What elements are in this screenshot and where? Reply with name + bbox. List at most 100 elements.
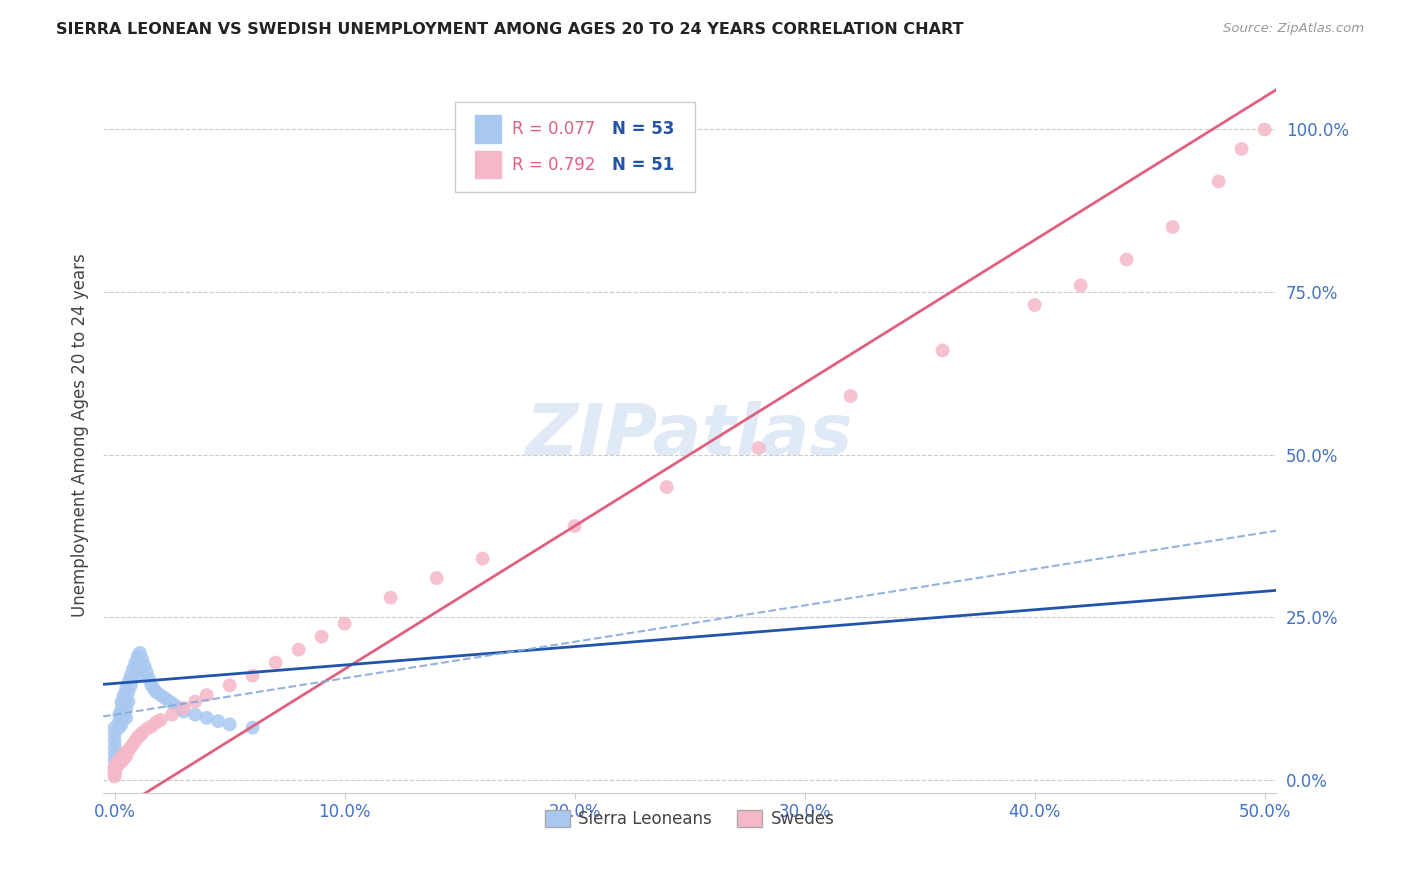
Point <box>104 759 127 773</box>
Point <box>110 695 132 709</box>
Point <box>184 707 207 722</box>
Point <box>1208 174 1230 188</box>
Point <box>110 701 132 715</box>
Point <box>141 719 163 733</box>
Point <box>195 688 218 702</box>
Point <box>108 707 131 722</box>
Point <box>112 752 135 766</box>
Point <box>167 701 190 715</box>
Point <box>333 616 356 631</box>
Point <box>122 672 145 686</box>
Point <box>105 759 128 773</box>
Point <box>131 726 153 740</box>
Point <box>105 756 128 771</box>
Point <box>287 642 309 657</box>
Point <box>218 717 240 731</box>
Point <box>112 688 135 702</box>
Point <box>120 668 142 682</box>
Point <box>159 695 181 709</box>
Bar <box>475 115 501 143</box>
Point <box>104 767 127 781</box>
Point <box>108 756 131 771</box>
Point <box>110 755 132 769</box>
Point <box>129 728 152 742</box>
Point <box>104 766 127 780</box>
Point <box>471 551 494 566</box>
Point <box>173 701 195 715</box>
Point <box>115 701 138 715</box>
Point <box>104 753 127 767</box>
Point <box>1230 142 1253 156</box>
Point <box>839 389 862 403</box>
Point <box>207 714 229 728</box>
Point <box>195 711 218 725</box>
Point <box>748 441 770 455</box>
Text: N = 53: N = 53 <box>612 120 675 138</box>
Point <box>110 717 132 731</box>
Point <box>127 668 149 682</box>
Point <box>264 656 287 670</box>
Point <box>112 707 135 722</box>
Point <box>108 753 131 767</box>
Point <box>311 630 333 644</box>
Point <box>1161 219 1184 234</box>
Point <box>134 658 156 673</box>
Point <box>145 685 167 699</box>
Text: N = 51: N = 51 <box>612 156 675 174</box>
Point <box>242 721 264 735</box>
Point <box>1115 252 1137 267</box>
Point <box>145 715 167 730</box>
Point <box>115 711 138 725</box>
Point <box>117 695 139 709</box>
Point <box>163 698 186 712</box>
Point <box>122 662 145 676</box>
Point <box>242 668 264 682</box>
Point <box>117 685 139 699</box>
Point <box>104 721 127 735</box>
Point <box>124 656 146 670</box>
Point <box>141 678 163 692</box>
Point <box>426 571 449 585</box>
Point <box>120 740 142 755</box>
Point <box>104 769 127 783</box>
Point <box>138 672 160 686</box>
Point <box>108 721 131 735</box>
Point <box>135 665 157 680</box>
Point <box>104 766 127 780</box>
Point <box>160 707 183 722</box>
FancyBboxPatch shape <box>456 103 696 192</box>
Point <box>142 681 165 696</box>
Point <box>184 695 207 709</box>
Point <box>127 731 149 745</box>
Point <box>127 649 149 664</box>
Legend: Sierra Leoneans, Swedes: Sierra Leoneans, Swedes <box>538 803 841 834</box>
Point <box>129 646 152 660</box>
Text: ZIPatlas: ZIPatlas <box>526 401 853 469</box>
Y-axis label: Unemployment Among Ages 20 to 24 years: Unemployment Among Ages 20 to 24 years <box>72 253 89 617</box>
Point <box>380 591 402 605</box>
Point <box>131 652 153 666</box>
Point <box>115 691 138 706</box>
Point <box>124 733 146 747</box>
Point <box>117 743 139 757</box>
Point <box>112 698 135 712</box>
Point <box>173 705 195 719</box>
Point <box>1070 278 1092 293</box>
Point <box>117 675 139 690</box>
Point <box>104 759 127 773</box>
Point <box>104 740 127 755</box>
Text: R = 0.792: R = 0.792 <box>513 156 596 174</box>
Point <box>110 750 132 764</box>
Point <box>122 737 145 751</box>
Point <box>115 749 138 764</box>
Point <box>149 713 172 727</box>
Point <box>655 480 678 494</box>
Point <box>564 519 586 533</box>
Point <box>108 714 131 728</box>
Point <box>120 678 142 692</box>
Point <box>115 745 138 759</box>
Text: SIERRA LEONEAN VS SWEDISH UNEMPLOYMENT AMONG AGES 20 TO 24 YEARS CORRELATION CHA: SIERRA LEONEAN VS SWEDISH UNEMPLOYMENT A… <box>56 22 963 37</box>
Text: R = 0.077: R = 0.077 <box>513 120 596 138</box>
Point <box>115 681 138 696</box>
Point <box>112 747 135 762</box>
